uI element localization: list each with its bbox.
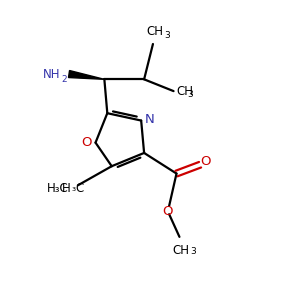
Text: O: O	[201, 155, 211, 168]
Text: CH: CH	[172, 244, 189, 257]
Polygon shape	[68, 70, 104, 79]
Text: 3: 3	[190, 247, 196, 256]
Text: ₃: ₃	[71, 183, 75, 193]
Text: O: O	[162, 205, 173, 218]
Text: 3: 3	[164, 32, 170, 40]
Text: 2: 2	[62, 75, 67, 84]
Text: O: O	[81, 136, 92, 148]
Text: H: H	[62, 182, 70, 195]
Text: CH: CH	[176, 85, 193, 98]
Text: H₃C: H₃C	[47, 182, 69, 195]
Text: 3: 3	[188, 90, 194, 99]
Text: CH: CH	[146, 25, 163, 38]
Text: NH: NH	[43, 68, 60, 80]
Text: N: N	[145, 113, 154, 126]
Text: C: C	[75, 182, 83, 195]
